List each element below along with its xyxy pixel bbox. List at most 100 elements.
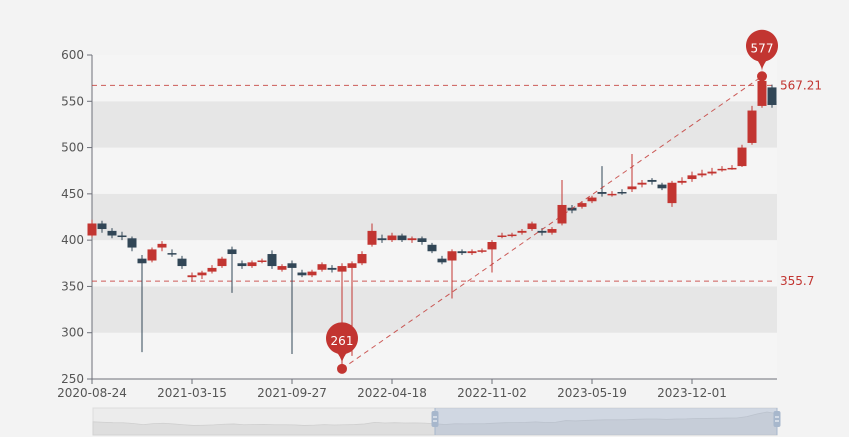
candle — [267, 250, 277, 269]
candle-body — [457, 251, 467, 254]
y-tick-label: 600 — [61, 48, 84, 62]
candle-body — [117, 235, 127, 238]
candle — [247, 260, 257, 268]
candle — [737, 144, 747, 168]
candle — [407, 236, 417, 243]
mark-point-label: 577 — [751, 41, 774, 55]
candle-body — [347, 263, 357, 268]
candle-body — [107, 230, 117, 236]
candle — [367, 223, 377, 247]
candle — [747, 105, 757, 145]
candle-body — [667, 182, 677, 204]
mark-point-dot — [757, 71, 767, 82]
candle — [607, 191, 617, 197]
candle-body — [727, 167, 737, 170]
candle-body — [517, 230, 527, 233]
grid-band — [92, 101, 777, 148]
data-zoom-slider — [92, 407, 781, 436]
x-tick-label: 2021-09-27 — [257, 386, 327, 400]
mark-point-label: 261 — [331, 334, 354, 348]
candle-body — [87, 223, 97, 236]
candle-body — [577, 203, 587, 207]
candle — [477, 248, 487, 254]
candle-body — [547, 229, 557, 233]
candle-body — [477, 250, 487, 252]
x-tick-label: 2023-12-01 — [657, 386, 727, 400]
candle-body — [767, 87, 777, 105]
x-tick-label: 2022-11-02 — [457, 386, 527, 400]
candle — [677, 177, 687, 185]
candle — [207, 265, 217, 274]
candle-body — [357, 254, 367, 264]
candle — [227, 246, 237, 293]
candle — [707, 167, 717, 176]
candle-body — [747, 110, 757, 143]
candle-body — [657, 184, 667, 189]
grid-band — [92, 332, 777, 379]
candle — [467, 249, 477, 255]
candle-body — [717, 168, 727, 171]
x-tick-label: 2021-03-15 — [157, 386, 227, 400]
candle — [457, 249, 467, 255]
candle — [147, 247, 157, 263]
candle-body — [427, 244, 437, 252]
candle — [547, 227, 557, 235]
candle — [277, 264, 287, 272]
slider-handle-left[interactable] — [431, 411, 439, 427]
candle — [757, 76, 767, 108]
candle-body — [297, 272, 307, 276]
slider-handle-right[interactable] — [773, 411, 781, 427]
candle — [587, 195, 597, 204]
candle — [107, 228, 117, 239]
y-tick-label: 250 — [61, 372, 84, 386]
candle-body — [287, 263, 297, 268]
candle-body — [197, 272, 207, 276]
slider-selected-window[interactable] — [435, 408, 777, 435]
candle-body — [237, 263, 247, 267]
candle — [257, 258, 267, 264]
grid-band — [92, 55, 777, 102]
candle — [447, 249, 457, 299]
candle-body — [627, 186, 637, 190]
mark-line-min-max — [341, 75, 763, 370]
candle — [667, 180, 677, 207]
candle-body — [177, 258, 187, 267]
candle-body — [607, 193, 617, 196]
candle-body — [507, 234, 517, 237]
candle-body — [367, 230, 377, 245]
candle-body — [127, 238, 137, 248]
candle-body — [397, 235, 407, 241]
candle-body — [217, 258, 227, 267]
candle-body — [467, 251, 477, 254]
y-tick-label: 350 — [61, 279, 84, 293]
candle — [117, 231, 127, 241]
candle-body — [257, 260, 267, 263]
candle — [307, 269, 317, 278]
candle — [497, 232, 507, 239]
candle — [487, 240, 497, 273]
candle-body — [487, 241, 497, 250]
candle-body — [307, 271, 317, 276]
mark-point-dot — [337, 363, 347, 374]
y-tick-label: 550 — [61, 94, 84, 108]
candle — [417, 236, 427, 245]
candle — [557, 179, 567, 226]
candle — [237, 260, 247, 269]
candle-body — [557, 204, 567, 224]
candle-body — [327, 267, 337, 270]
y-tick-label: 450 — [61, 187, 84, 201]
candle — [317, 262, 327, 272]
candle — [527, 221, 537, 231]
y-tick-label: 300 — [61, 326, 84, 340]
candle-body — [597, 192, 607, 194]
mark-point-max: 577 — [745, 29, 779, 82]
candle-body — [387, 235, 397, 241]
candle — [617, 189, 627, 195]
candle — [657, 182, 667, 191]
candle — [297, 269, 307, 278]
candle-body — [677, 180, 687, 183]
candle — [87, 219, 97, 238]
slider-overview-area — [92, 411, 778, 436]
candle — [137, 254, 147, 353]
